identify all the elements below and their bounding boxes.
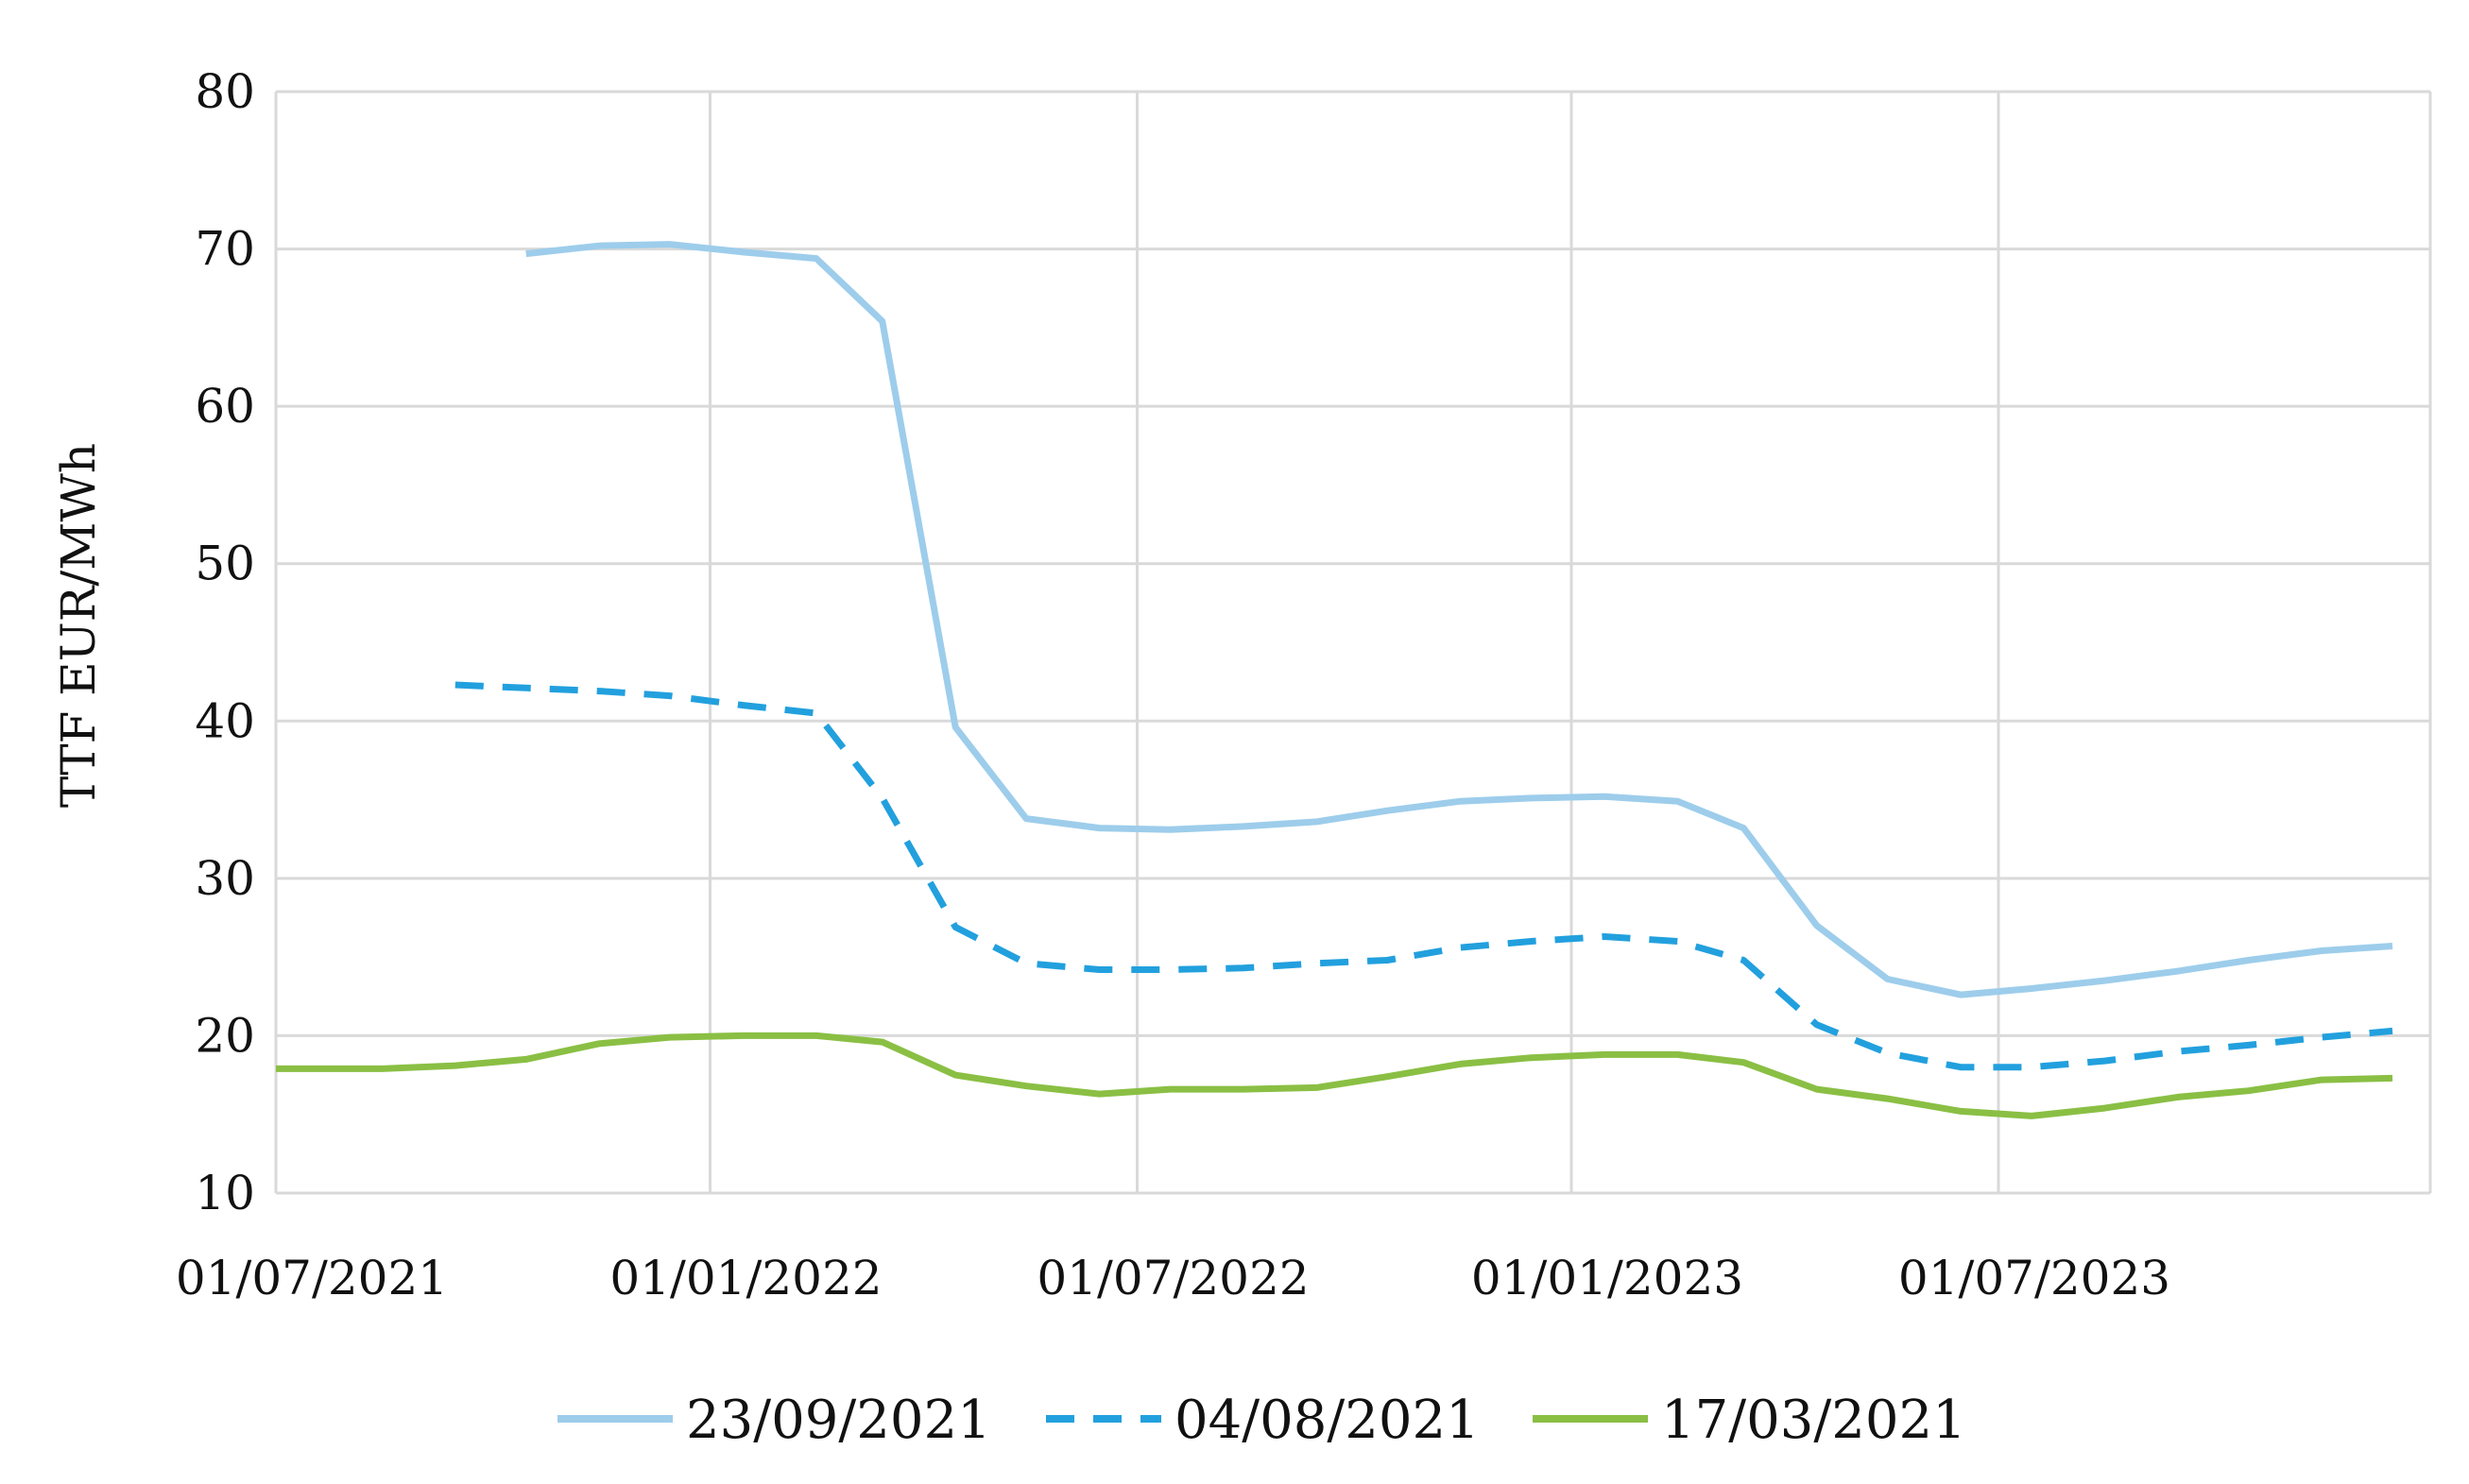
y-tick-label: 30 [195, 851, 255, 906]
y-tick-label: 80 [195, 64, 255, 119]
legend-label-1: 23/09/2021 [686, 1390, 991, 1451]
y-tick-label: 10 [195, 1166, 255, 1220]
x-tick-label: 01/01/2022 [609, 1251, 882, 1305]
series-lines [276, 241, 2393, 1119]
legend-label-3: 17/03/2021 [1661, 1390, 1966, 1451]
y-axis-title: TTF EUR/MWh [51, 443, 106, 808]
legend: 23/09/2021 04/08/2021 17/03/2021 [557, 1390, 1966, 1451]
series-line-3 [276, 1032, 2393, 1119]
y-tick-label: 20 [195, 1008, 255, 1063]
legend-label-2: 04/08/2021 [1174, 1390, 1480, 1451]
y-tick-label: 70 [195, 222, 255, 277]
series-line-1 [525, 241, 2393, 998]
gridlines [274, 90, 2432, 1195]
x-axis-tick-labels: 01/07/2021 01/01/2022 01/07/2022 01/01/2023… [176, 1251, 2170, 1305]
y-tick-label: 40 [195, 693, 255, 748]
x-tick-label: 01/07/2023 [1898, 1251, 2170, 1305]
y-tick-label: 50 [195, 537, 255, 591]
y-tick-label: 60 [195, 379, 255, 434]
x-tick-label: 01/07/2022 [1037, 1251, 1309, 1305]
x-tick-label: 01/01/2023 [1471, 1251, 1743, 1305]
x-tick-label: 01/07/2021 [176, 1251, 448, 1305]
series-line-2 [454, 681, 2393, 1071]
y-axis-tick-labels: 10 20 30 40 50 60 70 80 [195, 64, 255, 1220]
